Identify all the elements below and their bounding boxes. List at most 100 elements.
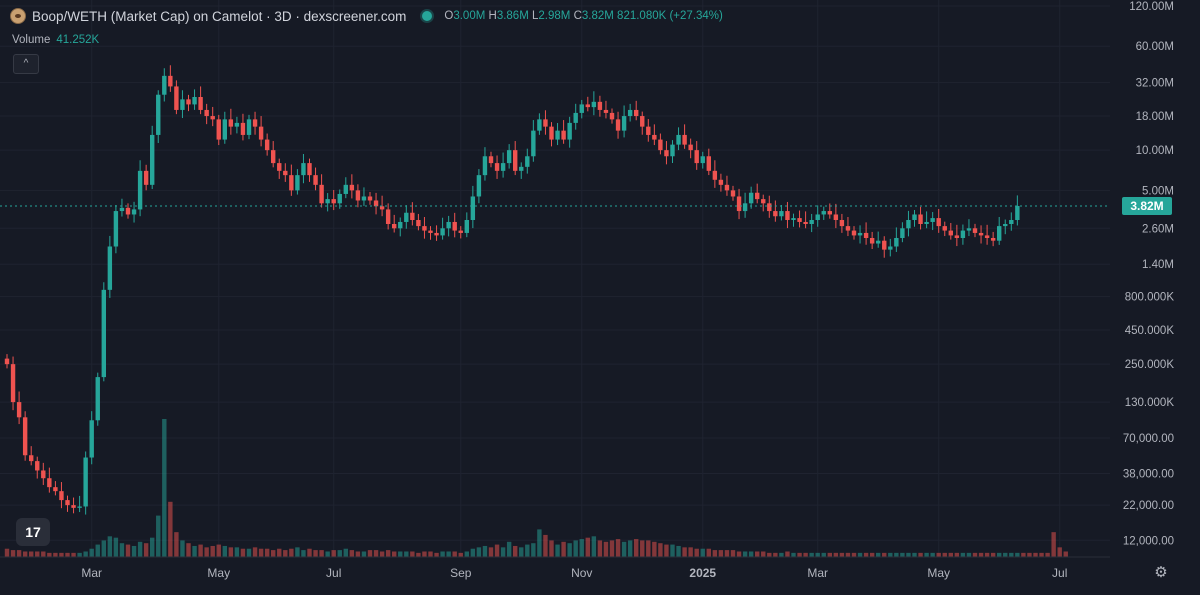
candle-body [186,99,191,105]
volume-bar [410,551,415,557]
candle-body [664,150,669,157]
volume-bar [1057,547,1062,557]
candle-body [972,228,978,233]
volume-bar [343,548,348,557]
volume-bar [555,544,560,557]
candle-body [307,163,312,176]
candle-body [894,237,899,247]
candle-body [670,144,675,157]
volume-bar [718,550,724,557]
volume-bar [494,544,500,557]
price-tick-label: 120.00M [1129,1,1174,13]
volume-bar [89,548,94,557]
price-axis[interactable]: 120.00M 60.00M 32.00M 18.00M 10.00M 5.00M 2.60… [1123,1,1174,547]
candle-body [736,196,742,212]
candle-body [585,104,590,108]
candle-body [319,184,324,204]
candle-body [809,219,814,225]
candle-body [767,203,772,212]
volume-bar [446,551,451,557]
volume-bar [422,551,427,557]
volume-bar [767,552,772,557]
volume-bar [222,545,227,557]
volume-bar [398,551,403,557]
volume-bar [845,552,851,557]
volume-bar [65,552,70,557]
current-price-badge: 3.82M [1122,197,1172,215]
time-tick-label: Nov [571,566,592,580]
gear-icon[interactable]: ⚙ [1154,564,1168,581]
volume-bar [416,552,421,557]
close-value: 3.82M [581,10,614,22]
volume-bar [1033,552,1038,557]
volume-bar [652,541,657,557]
candle-body [77,506,82,508]
volume-bar [210,545,215,557]
candle-body [942,226,947,231]
volume-bar [585,537,590,557]
candle-body [966,228,972,231]
candle-body [918,214,923,225]
volume-bar [755,551,760,557]
collapse-legend-button[interactable]: ^ [13,54,39,74]
volume-bar [670,544,675,557]
candle-body [41,470,46,479]
candle-body [216,119,221,140]
candle-body [857,232,863,236]
candle-body [712,170,718,180]
tradingview-logo[interactable]: 17 [16,518,50,546]
volume-bar [252,547,258,557]
chevron-up-icon: ^ [23,58,29,69]
candle-body [513,150,518,171]
candle-body [567,122,572,140]
candle-body [537,119,542,131]
time-tick-label: May [927,566,950,580]
volume-bar [779,552,784,557]
volume-bar [355,551,361,557]
candle-body [906,219,911,229]
volume-bar [821,552,826,557]
open-value: 3.00M [453,10,486,22]
candle-body [990,237,996,241]
volume-bar [936,552,941,557]
price-tick-label: 130.000K [1125,397,1175,409]
high-value: 3.86M [496,10,529,22]
candle-body [876,240,881,244]
volume-bar [295,547,300,557]
ohlc-values: O3.00M H3.86M L2.98M C3.82M 821.080K (+2… [444,10,723,22]
volume-value: 41.252K [56,34,100,46]
candle-body [500,163,506,171]
volume-bar [640,540,645,557]
volume-bar [107,536,113,557]
candle-body [718,179,724,185]
price-tick-label: 250.000K [1125,359,1175,371]
candle-body [222,119,227,140]
candle-body [143,170,149,185]
time-axis[interactable]: Mar May Jul Sep Nov 2025 Mar May Jul [81,566,1067,580]
candle-body [258,126,264,140]
volume-bar [198,544,203,557]
volume-bar [676,545,681,557]
time-tick-label: Mar [807,566,828,580]
volume-bar [1021,552,1026,557]
volume-bar [125,544,131,557]
high-key: H [488,10,497,22]
candle-body [325,199,330,204]
candle-body [228,119,234,127]
candle-body [694,150,699,164]
volume-bar [882,552,887,557]
candle-body [912,214,917,220]
candle-body [658,139,663,151]
volume-bar [573,540,578,557]
time-tick-label: Sep [450,566,472,580]
candle-body [240,122,246,135]
candle-body [168,75,173,87]
volume-bar [162,419,167,557]
candle-body [755,192,760,200]
time-tick-label: Jul [1052,566,1067,580]
volume-bar [918,552,923,557]
close-key: C [573,10,582,22]
candle-body [113,211,119,247]
price-tick-label: 5.00M [1142,185,1174,197]
